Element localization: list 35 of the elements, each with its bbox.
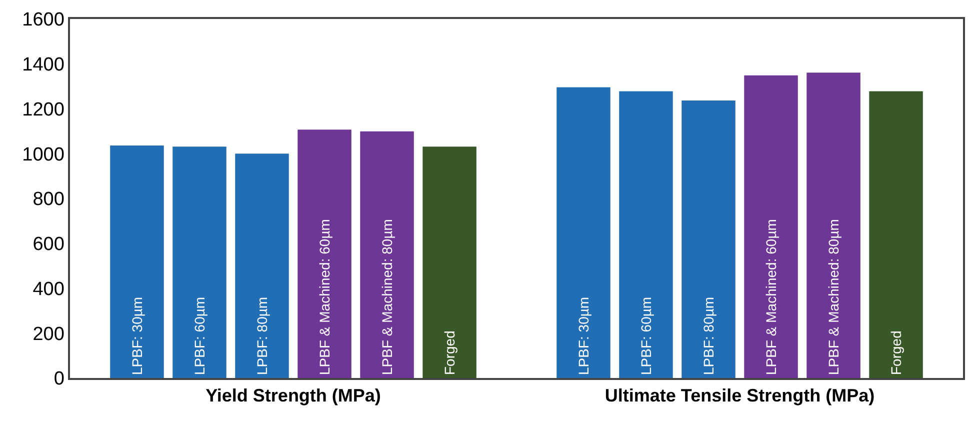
series-label: LPBF & Machined: 80µm: [379, 219, 396, 375]
y-tick-label: 600: [32, 234, 64, 256]
series-label: LPBF: 80µm: [254, 296, 270, 375]
text: LPBF: 30µm: [575, 296, 592, 375]
bar: [298, 130, 352, 378]
text: Forged: [888, 330, 904, 375]
bar: [235, 154, 289, 378]
y-tick-label: 800: [32, 189, 64, 210]
y-tick-label: 200: [32, 324, 64, 345]
bar: [869, 91, 923, 378]
text: LPBF: 60µm: [638, 296, 654, 375]
y-tick-label: 400: [32, 278, 64, 300]
series-label: Forged: [442, 330, 458, 375]
bar: [422, 146, 476, 378]
series-label: LPBF: 60µm: [191, 296, 208, 375]
series-label: LPBF: 30µm: [128, 296, 145, 375]
y-tick-label: 1600: [22, 10, 64, 31]
text: LPBF: 80µm: [700, 296, 716, 375]
text: LPBF & Machined: 60µm: [763, 219, 780, 375]
text: LPBF & Machined: 80µm: [826, 219, 842, 375]
bar: [744, 75, 798, 378]
y-tick-label: 1000: [22, 144, 64, 166]
bar: [360, 131, 414, 378]
y-tick-label: 0: [54, 368, 64, 390]
bar: [806, 72, 860, 378]
x-tick-label: Yield Strength (MPa): [206, 385, 381, 406]
y-tick-label: 1400: [22, 54, 64, 76]
bar: [172, 146, 226, 378]
y-tick-label: 1200: [22, 99, 64, 120]
bar: [619, 91, 673, 378]
series-label: LPBF & Machined: 60µm: [316, 219, 333, 375]
x-tick-label: Ultimate Tensile Strength (MPa): [604, 385, 875, 406]
bar: [110, 146, 164, 378]
bar: [682, 100, 736, 378]
bar: [556, 87, 610, 378]
